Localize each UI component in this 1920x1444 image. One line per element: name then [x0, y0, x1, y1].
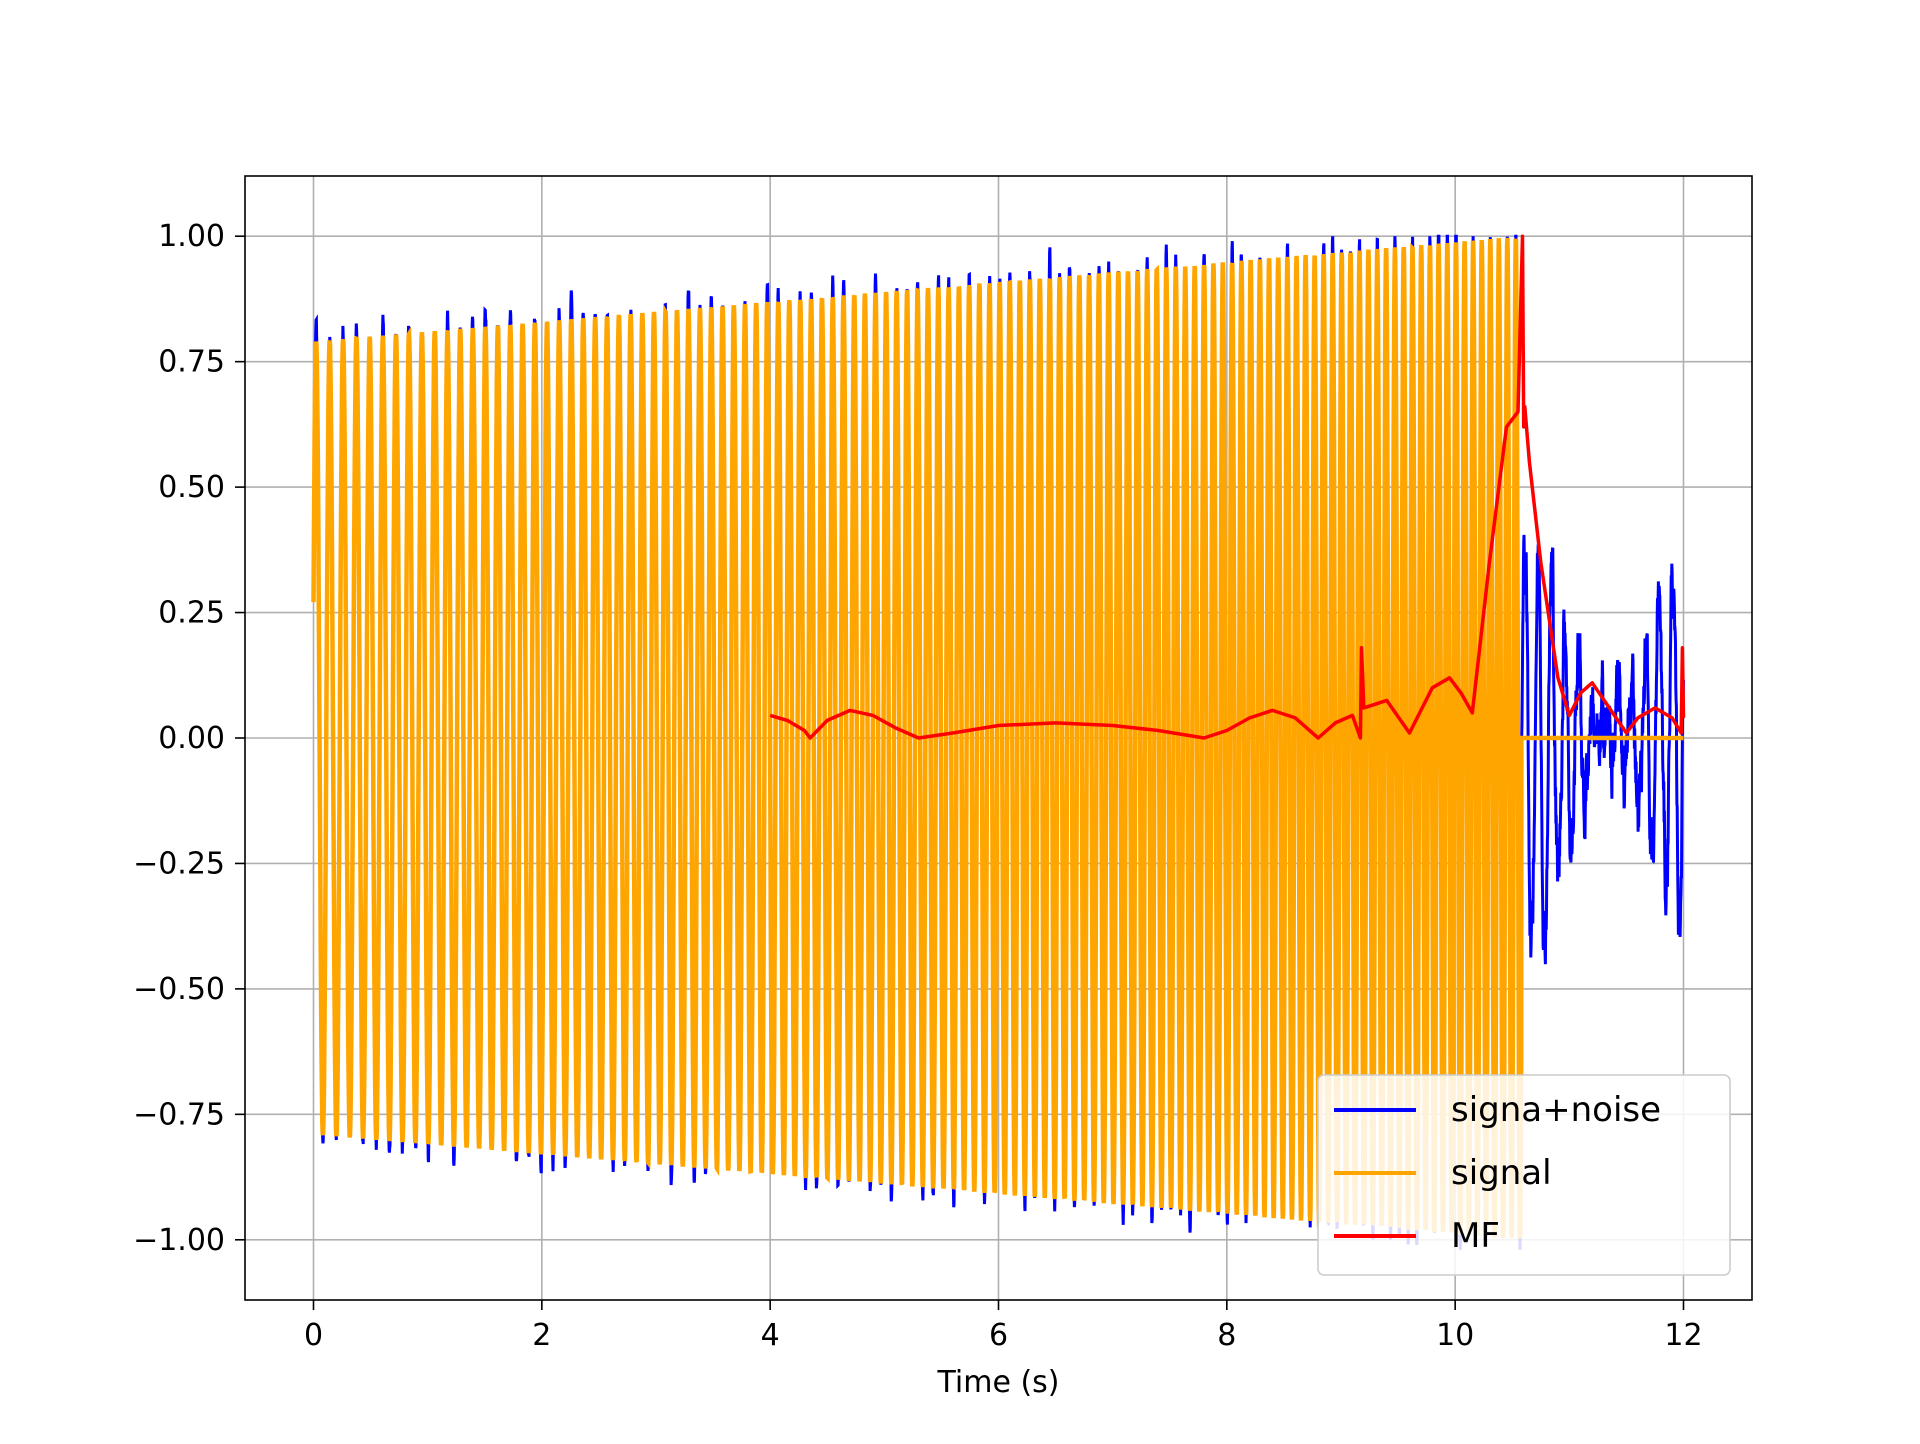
y-tick-label-4: 0.00: [158, 721, 225, 756]
x-tick-label-6: 12: [1664, 1318, 1702, 1353]
x-tick-label-3: 6: [989, 1318, 1008, 1353]
axis-ticks: 0 2 4 6 8 10 12 1.00 0.75 0.50 0.25 0.00 −0.25 −0.50 −…: [133, 219, 1703, 1353]
series-line-mf: [769, 234, 1686, 740]
x-tick-label-1: 2: [532, 1318, 551, 1353]
x-tick-label-0: 0: [304, 1318, 323, 1353]
y-tick-label-1: 0.75: [158, 345, 225, 380]
x-axis-label: Time (s): [937, 1365, 1060, 1400]
legend-label-0: signa+noise: [1451, 1090, 1661, 1130]
y-tick-label-2: 0.50: [158, 470, 225, 505]
legend-label-1: signal: [1451, 1153, 1552, 1193]
legend-box: [1317, 1074, 1731, 1276]
y-tick-label-6: −0.50: [133, 972, 225, 1007]
y-tick-label-0: 1.00: [158, 219, 225, 254]
y-tick-label-3: 0.25: [158, 596, 225, 631]
x-tick-label-4: 8: [1217, 1318, 1236, 1353]
series-line-signal: [311, 237, 1684, 1239]
legend-label-2: MF: [1451, 1216, 1500, 1256]
x-tick-label-2: 4: [761, 1318, 780, 1353]
plot-area: [311, 234, 1686, 1250]
y-tick-label-7: −0.75: [133, 1097, 225, 1132]
x-tick-label-5: 10: [1436, 1318, 1474, 1353]
y-tick-label-8: −1.00: [133, 1223, 225, 1258]
y-tick-label-5: −0.25: [133, 846, 225, 881]
legend: signa+noise signal MF: [1317, 1074, 1731, 1276]
